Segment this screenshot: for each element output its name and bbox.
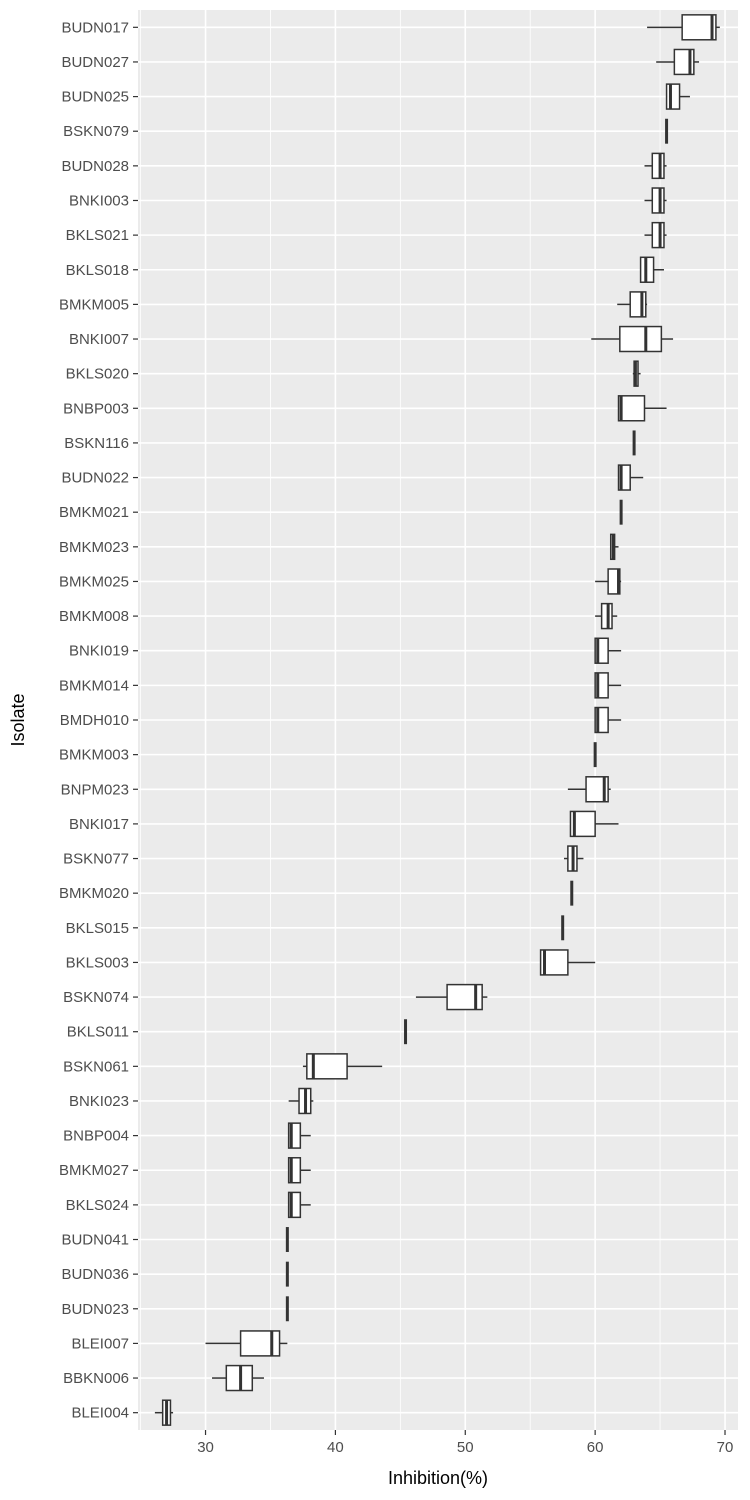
y-tick-label: BUDN027 xyxy=(61,54,129,71)
y-tick-label: BSKN079 xyxy=(63,123,129,140)
box-BNBP004 xyxy=(287,1122,311,1149)
box-BLEI007 xyxy=(205,1330,288,1357)
box-BMKM027 xyxy=(287,1157,311,1184)
box-marks xyxy=(154,14,720,1426)
y-tick-label: BUDN025 xyxy=(61,89,129,106)
iqr-box xyxy=(287,1157,302,1184)
y-tick-label: BNBP004 xyxy=(63,1128,129,1145)
box-BUDN022 xyxy=(617,464,644,491)
y-tick-label: BSKN074 xyxy=(63,989,129,1006)
box-BMDH010 xyxy=(594,706,622,734)
box-BKLS003 xyxy=(539,949,596,976)
box-BKLS020 xyxy=(632,360,641,387)
y-tick-label: BMKM027 xyxy=(59,1162,129,1179)
iqr-box xyxy=(287,1122,302,1149)
y-tick-label: BKLS015 xyxy=(66,920,129,937)
x-tick-label: 50 xyxy=(457,1439,474,1456)
box-BLEI004 xyxy=(154,1399,174,1426)
box-BKLS021 xyxy=(644,221,667,249)
y-tick-label: BMKM023 xyxy=(59,539,129,556)
box-BUDN017 xyxy=(647,14,720,41)
y-tick-label: BUDN017 xyxy=(61,19,129,36)
y-tick-label: BUDN023 xyxy=(61,1301,129,1318)
y-tick-label: BMKM003 xyxy=(59,747,129,764)
y-tick-label: BKLS003 xyxy=(66,954,129,971)
y-tick-label: BLEI007 xyxy=(71,1335,129,1352)
y-tick-label: BUDN028 xyxy=(61,158,129,175)
y-tick-label: BNPM023 xyxy=(61,781,129,798)
box-BSKN077 xyxy=(563,845,584,872)
x-axis-ticks: 30 40 50 60 70 xyxy=(197,1430,733,1456)
x-tick-label: 30 xyxy=(197,1439,214,1456)
box-BNPM023 xyxy=(567,776,611,803)
y-tick-label: BSKN077 xyxy=(63,851,129,868)
iqr-box xyxy=(651,221,665,249)
iqr-box xyxy=(287,1191,302,1219)
y-tick-label: BUDN041 xyxy=(61,1232,129,1249)
x-axis-title: Inhibition(%) xyxy=(388,1468,488,1488)
iqr-box xyxy=(681,14,717,41)
y-tick-label: BSKN061 xyxy=(63,1058,129,1075)
box-BKLS018 xyxy=(639,256,664,283)
x-tick-label: 40 xyxy=(327,1439,344,1456)
x-tick-label: 60 xyxy=(587,1439,604,1456)
iqr-box xyxy=(629,291,647,318)
y-tick-label: BNKI019 xyxy=(69,643,129,660)
y-tick-label: BUDN022 xyxy=(61,470,129,487)
y-tick-label: BKLS018 xyxy=(66,262,129,279)
iqr-box xyxy=(651,187,665,214)
y-tick-label: BKLS024 xyxy=(66,1197,129,1214)
y-axis-title: Isolate xyxy=(8,693,28,746)
box-BNKI017 xyxy=(569,810,619,838)
y-tick-label: BNBP003 xyxy=(63,400,129,417)
y-tick-label: BMKM008 xyxy=(59,608,129,625)
iqr-box xyxy=(617,395,646,422)
y-tick-label: BLEI004 xyxy=(71,1405,129,1422)
iqr-box xyxy=(239,1330,281,1357)
box-BNKI023 xyxy=(288,1087,314,1115)
y-tick-label: BKLS021 xyxy=(66,227,129,244)
box-BNBP003 xyxy=(617,395,667,422)
y-axis-ticks: BUDN017 BUDN027 BUDN025 BSKN079 BUDN028 BNKI0… xyxy=(59,19,138,1422)
y-tick-label: BMKM025 xyxy=(59,573,129,590)
iqr-box xyxy=(585,776,609,803)
box-BMKM008 xyxy=(595,602,618,630)
box-BSKN061 xyxy=(302,1053,383,1080)
y-tick-label: BUDN036 xyxy=(61,1266,129,1283)
y-tick-label: BNKI007 xyxy=(69,331,129,348)
box-BSKN074 xyxy=(415,983,488,1011)
iqr-box xyxy=(617,464,631,491)
y-tick-label: BKLS011 xyxy=(67,1024,129,1041)
box-BMKM023 xyxy=(609,533,619,561)
box-BUDN027 xyxy=(656,48,700,76)
iqr-box xyxy=(619,325,663,353)
box-BNKI019 xyxy=(594,637,622,664)
y-tick-label: BKLS020 xyxy=(66,366,129,383)
box-BNKI003 xyxy=(644,187,667,214)
y-tick-label: BSKN116 xyxy=(64,435,129,452)
box-BMKM014 xyxy=(594,672,622,699)
box-BUDN028 xyxy=(644,152,667,180)
y-tick-label: BMKM014 xyxy=(59,677,129,694)
y-tick-label: BMKM021 xyxy=(59,504,129,521)
x-tick-label: 70 xyxy=(717,1439,734,1456)
box-BNKI007 xyxy=(591,325,674,353)
y-tick-label: BMDH010 xyxy=(60,712,129,729)
box-BUDN025 xyxy=(665,83,690,110)
box-BMKM025 xyxy=(595,568,622,595)
y-tick-label: BBKN006 xyxy=(63,1370,129,1387)
y-tick-label: BNKI017 xyxy=(69,816,129,833)
y-tick-label: BNKI003 xyxy=(69,192,129,209)
y-tick-label: BMKM020 xyxy=(59,885,129,902)
iqr-box xyxy=(665,83,681,110)
box-BBKN006 xyxy=(212,1364,264,1392)
y-tick-label: BMKM005 xyxy=(59,296,129,313)
iqr-box xyxy=(651,152,665,180)
box-BKLS024 xyxy=(287,1191,311,1219)
box-BMKM005 xyxy=(617,291,648,318)
y-tick-label: BNKI023 xyxy=(69,1093,129,1110)
